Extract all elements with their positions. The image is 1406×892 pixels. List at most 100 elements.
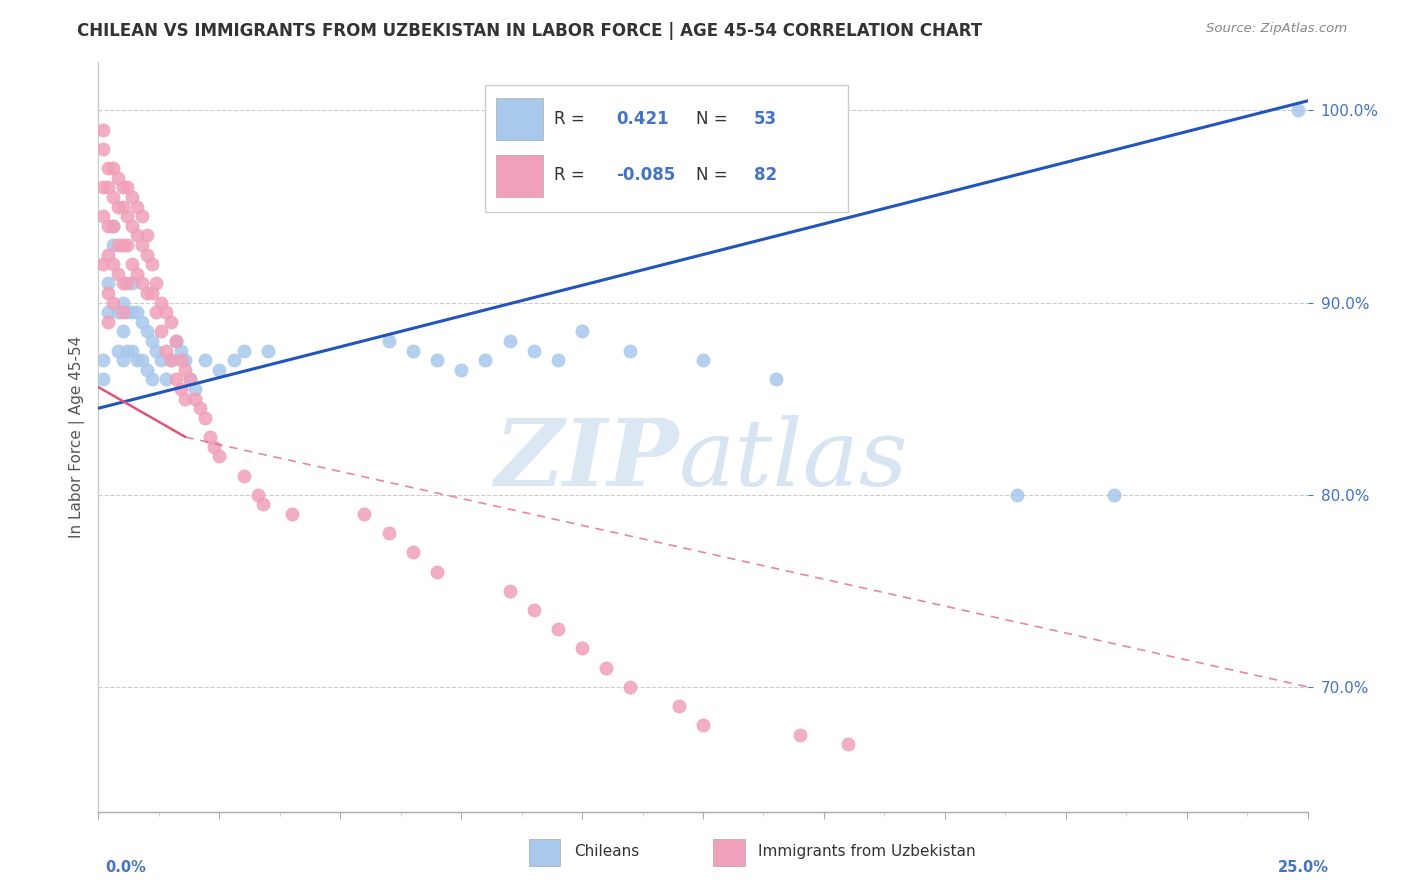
Point: [281, 507, 304, 521]
Point: [232, 468, 254, 483]
Point: [1286, 103, 1309, 118]
Point: [232, 343, 254, 358]
Point: [402, 343, 425, 358]
Point: [97, 161, 120, 175]
Point: [131, 238, 153, 252]
Point: [169, 353, 191, 368]
Point: [160, 353, 183, 368]
Point: [547, 622, 569, 636]
Point: [247, 488, 270, 502]
Point: [107, 267, 129, 281]
Point: [523, 603, 546, 617]
Point: [97, 219, 120, 233]
Point: [121, 277, 143, 291]
Point: [135, 325, 157, 339]
Point: [837, 738, 859, 752]
Point: [111, 325, 134, 339]
Point: [97, 277, 120, 291]
Point: [131, 209, 153, 223]
Point: [141, 285, 163, 300]
Text: 0.0%: 0.0%: [105, 860, 146, 874]
Point: [169, 343, 191, 358]
Point: [107, 170, 129, 185]
Point: [91, 180, 114, 194]
Point: [174, 392, 197, 406]
Point: [208, 450, 231, 464]
Point: [141, 257, 163, 271]
Point: [1102, 488, 1125, 502]
Point: [619, 680, 641, 694]
Point: [101, 219, 124, 233]
Point: [101, 257, 124, 271]
Point: [141, 372, 163, 386]
FancyBboxPatch shape: [529, 839, 560, 866]
Point: [668, 699, 690, 714]
Point: [402, 545, 425, 559]
Point: [174, 353, 197, 368]
Point: [91, 122, 114, 136]
Point: [353, 507, 375, 521]
Point: [145, 305, 167, 319]
Point: [127, 200, 149, 214]
Point: [107, 305, 129, 319]
Point: [474, 353, 496, 368]
Point: [97, 305, 120, 319]
Point: [101, 295, 124, 310]
Point: [595, 660, 617, 674]
Text: Immigrants from Uzbekistan: Immigrants from Uzbekistan: [758, 845, 976, 859]
Point: [131, 353, 153, 368]
Point: [426, 353, 449, 368]
Point: [692, 718, 714, 732]
Point: [135, 363, 157, 377]
Point: [91, 142, 114, 156]
Point: [111, 238, 134, 252]
Point: [204, 440, 226, 454]
Point: [145, 277, 167, 291]
Point: [131, 277, 153, 291]
Point: [107, 238, 129, 252]
Point: [117, 305, 139, 319]
Text: atlas: atlas: [679, 415, 908, 505]
Point: [111, 305, 134, 319]
Point: [160, 353, 183, 368]
Point: [127, 353, 149, 368]
Point: [165, 372, 187, 386]
Point: [117, 209, 139, 223]
Point: [135, 285, 157, 300]
Point: [523, 343, 546, 358]
Point: [160, 315, 183, 329]
Point: [121, 190, 143, 204]
Point: [97, 315, 120, 329]
Point: [150, 325, 173, 339]
Point: [498, 334, 520, 348]
Point: [155, 305, 177, 319]
Point: [121, 219, 143, 233]
Point: [91, 372, 114, 386]
Point: [111, 180, 134, 194]
Point: [184, 392, 207, 406]
Point: [117, 277, 139, 291]
Point: [145, 343, 167, 358]
Point: [101, 190, 124, 204]
Point: [111, 277, 134, 291]
Point: [91, 353, 114, 368]
Point: [91, 257, 114, 271]
Point: [188, 401, 211, 416]
Point: [222, 353, 245, 368]
Point: [179, 372, 201, 386]
Point: [547, 353, 569, 368]
Point: [121, 305, 143, 319]
Point: [127, 267, 149, 281]
Point: [174, 363, 197, 377]
Point: [692, 353, 714, 368]
Point: [377, 526, 399, 541]
Point: [135, 228, 157, 243]
Point: [91, 209, 114, 223]
Point: [252, 497, 274, 511]
Point: [135, 247, 157, 261]
Point: [256, 343, 278, 358]
Point: [789, 728, 811, 742]
Point: [97, 247, 120, 261]
Point: [111, 200, 134, 214]
Point: [97, 285, 120, 300]
